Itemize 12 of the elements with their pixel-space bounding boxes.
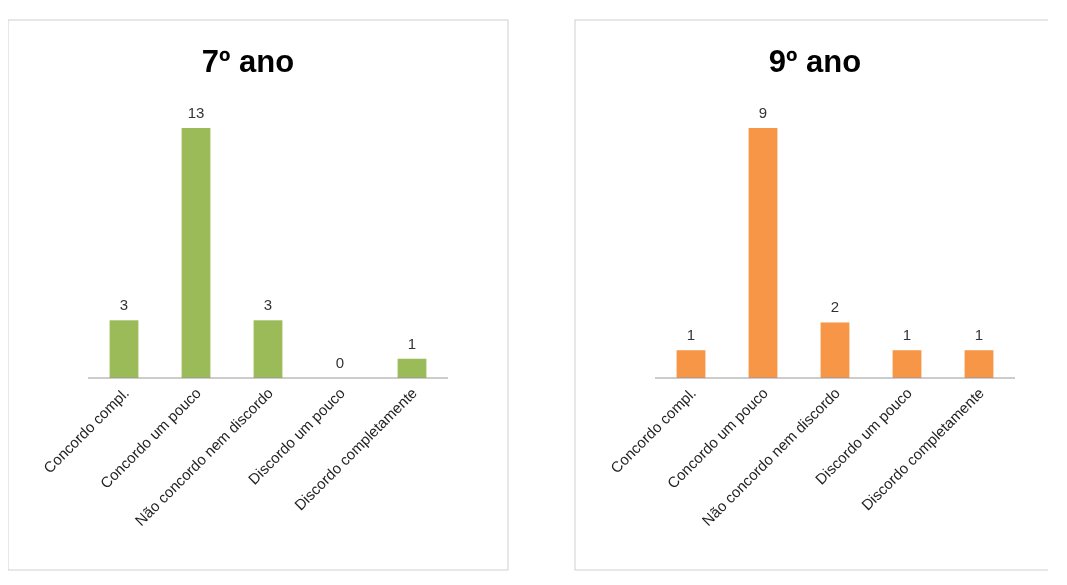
chart-title: 7º ano bbox=[201, 44, 295, 79]
data-label: 9 bbox=[758, 104, 768, 121]
data-label: 3 bbox=[263, 296, 273, 314]
data-label: 13 bbox=[187, 104, 205, 121]
data-label: 1 bbox=[686, 326, 696, 344]
chart-title: 9º ano bbox=[768, 44, 862, 79]
data-label: 1 bbox=[974, 326, 984, 344]
data-label: 0 bbox=[335, 354, 345, 371]
data-label: 1 bbox=[407, 334, 417, 352]
data-label: 1 bbox=[902, 326, 912, 344]
data-label: 2 bbox=[830, 298, 840, 316]
data-label: 3 bbox=[119, 296, 129, 314]
